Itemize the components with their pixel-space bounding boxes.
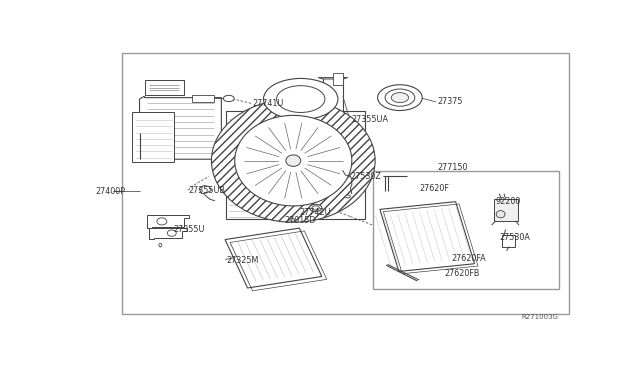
- Text: 27530A: 27530A: [499, 232, 530, 242]
- Text: 27530Z: 27530Z: [350, 172, 381, 181]
- Ellipse shape: [264, 78, 338, 120]
- Bar: [145, 80, 184, 95]
- Ellipse shape: [346, 195, 350, 198]
- Text: 27355UB: 27355UB: [188, 186, 225, 195]
- Text: 27355UA: 27355UA: [352, 115, 389, 124]
- Text: 27015D: 27015D: [285, 216, 316, 225]
- Ellipse shape: [223, 95, 234, 102]
- Text: 27620FA: 27620FA: [451, 254, 486, 263]
- Polygon shape: [147, 215, 189, 228]
- Bar: [225, 228, 322, 288]
- Bar: [380, 202, 474, 272]
- Text: 27400P: 27400P: [95, 187, 125, 196]
- Ellipse shape: [159, 243, 162, 247]
- Text: 27742U: 27742U: [300, 208, 332, 217]
- Ellipse shape: [157, 218, 167, 225]
- Ellipse shape: [496, 211, 505, 218]
- Ellipse shape: [378, 85, 422, 110]
- Polygon shape: [191, 95, 214, 102]
- Bar: [383, 204, 478, 274]
- Polygon shape: [147, 82, 182, 93]
- Bar: [333, 73, 343, 85]
- Text: 27325M: 27325M: [227, 256, 259, 265]
- Text: 27355U: 27355U: [173, 225, 205, 234]
- Ellipse shape: [286, 155, 301, 166]
- Ellipse shape: [167, 230, 176, 236]
- Bar: [494, 199, 518, 221]
- Text: 277150: 277150: [437, 163, 468, 172]
- Ellipse shape: [309, 204, 322, 212]
- Bar: [230, 231, 327, 291]
- Bar: [132, 112, 174, 162]
- Polygon shape: [318, 78, 348, 79]
- Text: 27620F: 27620F: [420, 184, 450, 193]
- Bar: [227, 110, 365, 219]
- Text: 27741U: 27741U: [253, 99, 284, 108]
- Ellipse shape: [290, 218, 295, 221]
- Polygon shape: [140, 96, 221, 161]
- Text: 27375: 27375: [437, 97, 463, 106]
- Polygon shape: [199, 186, 211, 193]
- Bar: [372, 171, 559, 289]
- Ellipse shape: [385, 89, 415, 106]
- Polygon shape: [150, 228, 187, 239]
- Text: 27620FB: 27620FB: [445, 269, 480, 278]
- Ellipse shape: [312, 206, 319, 210]
- Polygon shape: [227, 110, 259, 219]
- Ellipse shape: [391, 93, 408, 103]
- Ellipse shape: [211, 99, 375, 222]
- Bar: [502, 235, 515, 247]
- Text: R271003G: R271003G: [522, 314, 559, 320]
- Ellipse shape: [276, 86, 325, 112]
- Text: 92200: 92200: [495, 197, 521, 206]
- Ellipse shape: [235, 115, 352, 206]
